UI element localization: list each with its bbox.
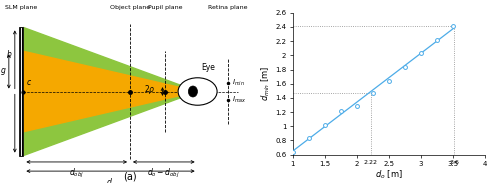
Text: Object plane: Object plane — [110, 5, 150, 10]
Text: $g$: $g$ — [0, 66, 7, 77]
Ellipse shape — [188, 86, 198, 97]
Text: Eye: Eye — [201, 63, 215, 72]
X-axis label: $d_o$ [m]: $d_o$ [m] — [375, 168, 402, 181]
Text: $I_{min}$: $I_{min}$ — [232, 78, 245, 88]
Text: $d_{obj}$: $d_{obj}$ — [69, 167, 84, 180]
Y-axis label: $d_{min}$ [m]: $d_{min}$ [m] — [260, 66, 272, 101]
Text: 3.6: 3.6 — [450, 155, 459, 165]
Text: $I_{max}$: $I_{max}$ — [232, 95, 247, 105]
Polygon shape — [24, 27, 198, 156]
Text: Pupil plane: Pupil plane — [148, 5, 182, 10]
Text: $c$: $c$ — [26, 78, 32, 87]
Text: (a): (a) — [123, 171, 137, 181]
Text: $b$: $b$ — [6, 48, 12, 59]
Text: 2.22: 2.22 — [364, 155, 378, 165]
Text: $d_o$: $d_o$ — [106, 176, 116, 183]
Text: $2\rho$: $2\rho$ — [144, 83, 156, 96]
Text: Retina plane: Retina plane — [208, 5, 247, 10]
Text: $d_o - d_{obj}$: $d_o - d_{obj}$ — [148, 167, 180, 180]
Bar — [18, 27, 24, 156]
Polygon shape — [24, 51, 198, 132]
Circle shape — [178, 78, 217, 105]
Text: SLM plane: SLM plane — [5, 5, 37, 10]
